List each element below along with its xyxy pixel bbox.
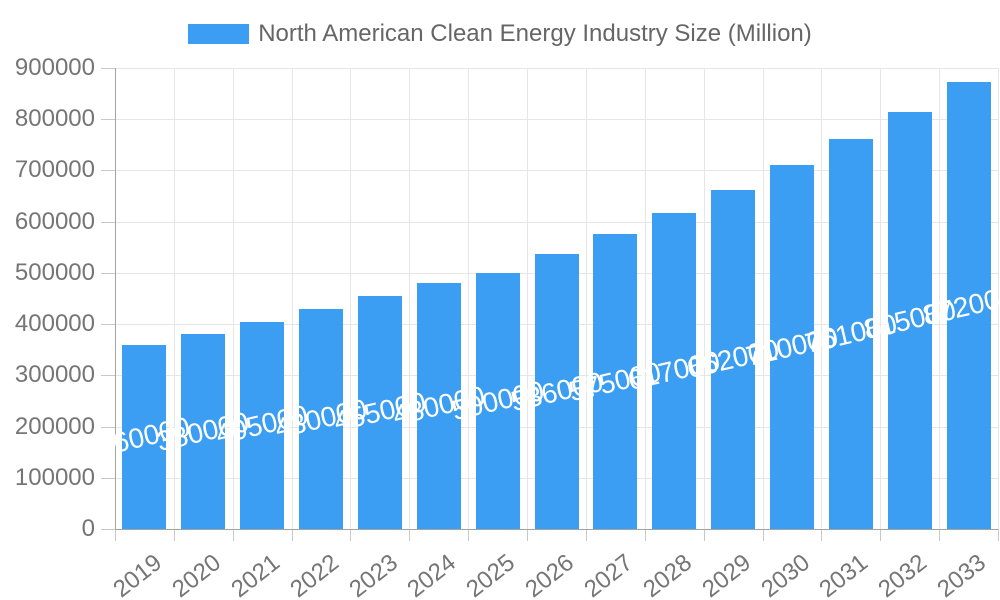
- y-axis-tick-mark: [101, 477, 115, 479]
- bar[interactable]: [416, 283, 461, 529]
- y-axis-tick-label: 200000: [14, 412, 95, 440]
- gridline-vertical: [644, 68, 646, 529]
- legend-item[interactable]: North American Clean Energy Industry Siz…: [188, 20, 812, 48]
- x-axis-tick-label: 2021: [226, 549, 285, 600]
- x-axis-tick-label: 2031: [814, 549, 874, 600]
- y-axis-tick-mark: [101, 375, 115, 377]
- x-axis-tick-label: 2020: [167, 549, 226, 600]
- x-axis-tick-label: 2028: [638, 549, 697, 600]
- gridline-horizontal: [115, 170, 998, 172]
- x-axis-tick-label: 2033: [932, 549, 992, 600]
- gridline-vertical: [468, 68, 470, 529]
- x-axis-tick-mark: [585, 529, 587, 541]
- gridline-vertical: [821, 68, 823, 529]
- y-axis-tick-label: 800000: [14, 105, 95, 133]
- bar[interactable]: [711, 189, 756, 529]
- bar[interactable]: [122, 344, 167, 529]
- y-axis-tick-label: 0: [81, 515, 95, 542]
- gridline-vertical: [232, 68, 234, 529]
- bar[interactable]: [534, 254, 579, 529]
- gridline-vertical: [291, 68, 293, 529]
- legend-swatch: [188, 24, 250, 44]
- y-axis-tick-mark: [101, 221, 115, 223]
- x-axis-tick-mark: [409, 529, 411, 541]
- x-axis-tick-label: 2025: [461, 549, 521, 600]
- bar[interactable]: [652, 212, 697, 529]
- gridline-vertical: [350, 68, 352, 529]
- gridline-vertical: [939, 68, 941, 529]
- x-axis-tick-mark: [115, 529, 116, 541]
- y-axis-tick-label: 100000: [14, 463, 95, 491]
- y-axis-tick-mark: [101, 529, 115, 530]
- bar[interactable]: [357, 295, 402, 529]
- y-axis-line: [115, 68, 116, 529]
- gridline-vertical: [762, 68, 764, 529]
- x-axis-tick-label: 2027: [579, 549, 638, 600]
- legend-label: North American Clean Energy Industry Siz…: [258, 20, 812, 47]
- x-axis-tick-label: 2029: [697, 549, 756, 600]
- gridline-horizontal: [115, 119, 998, 121]
- y-axis-tick-label: 900000: [14, 54, 95, 81]
- x-axis-tick-mark: [468, 529, 470, 541]
- y-axis-tick-mark: [101, 119, 115, 121]
- gridline-vertical: [880, 68, 882, 529]
- x-axis-tick-mark: [998, 529, 999, 541]
- gridline-vertical: [585, 68, 587, 529]
- bar[interactable]: [181, 334, 226, 529]
- y-axis-tick-label: 400000: [14, 310, 95, 338]
- x-axis-tick-label: 2030: [755, 549, 815, 600]
- x-axis-tick-mark: [939, 529, 941, 541]
- y-axis-tick-label: 700000: [14, 156, 95, 184]
- gridline-vertical: [527, 68, 529, 529]
- gridline-vertical: [173, 68, 175, 529]
- x-axis-tick-mark: [880, 529, 882, 541]
- x-axis-tick-mark: [173, 529, 175, 541]
- x-axis-tick-mark: [703, 529, 705, 541]
- bar[interactable]: [593, 234, 638, 529]
- y-axis-tick-label: 500000: [14, 258, 95, 286]
- x-axis-tick-mark: [644, 529, 646, 541]
- y-axis-tick-mark: [101, 272, 115, 274]
- x-axis-tick-label: 2026: [520, 549, 580, 600]
- y-axis-tick-mark: [101, 170, 115, 172]
- y-axis-tick-mark: [101, 68, 115, 69]
- y-axis-tick-label: 600000: [14, 207, 95, 235]
- x-axis-tick-label: 2032: [873, 549, 933, 600]
- x-axis-tick-label: 2023: [343, 549, 403, 600]
- bar[interactable]: [299, 308, 344, 529]
- x-axis-tick-mark: [291, 529, 293, 541]
- y-axis-tick-mark: [101, 426, 115, 428]
- bar[interactable]: [946, 82, 991, 529]
- gridline-vertical: [409, 68, 411, 529]
- gridline-horizontal: [115, 221, 998, 223]
- gridline-horizontal: [115, 68, 998, 69]
- x-axis-tick-mark: [350, 529, 352, 541]
- gridline-vertical: [703, 68, 705, 529]
- bar[interactable]: [887, 111, 932, 529]
- bar[interactable]: [828, 139, 873, 529]
- y-axis-tick-label: 300000: [14, 361, 95, 389]
- x-axis-tick-label: 2024: [402, 549, 462, 600]
- x-axis-tick-mark: [821, 529, 823, 541]
- y-axis-tick-mark: [101, 324, 115, 326]
- chart-legend: North American Clean Energy Industry Siz…: [0, 20, 1000, 48]
- x-axis-line: [115, 529, 998, 530]
- x-axis-tick-label: 2022: [284, 549, 344, 600]
- x-axis-tick-mark: [762, 529, 764, 541]
- x-axis-tick-mark: [527, 529, 529, 541]
- bar[interactable]: [769, 165, 814, 529]
- bar[interactable]: [475, 272, 520, 529]
- bar[interactable]: [240, 321, 285, 529]
- gridline-vertical: [998, 68, 999, 529]
- x-axis-tick-mark: [232, 529, 234, 541]
- x-axis-tick-label: 2019: [108, 549, 168, 600]
